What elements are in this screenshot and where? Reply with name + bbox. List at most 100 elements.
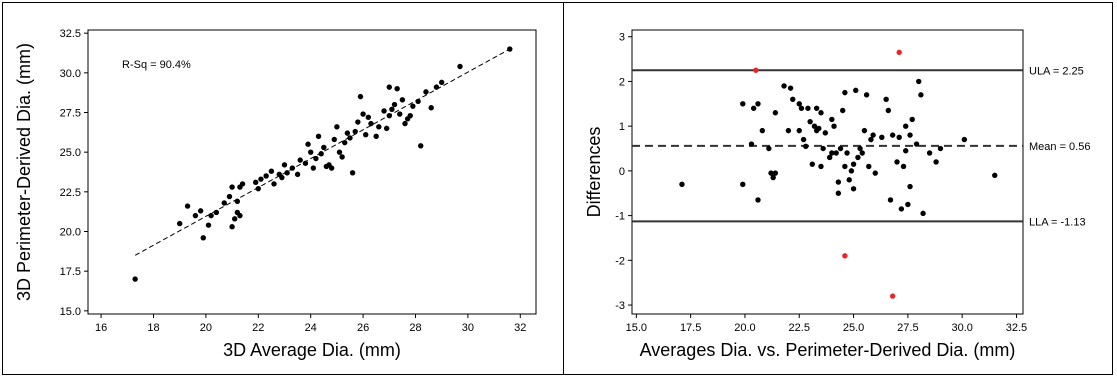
data-point: [826, 154, 833, 161]
data-point: [740, 181, 746, 187]
outlier-point: [889, 293, 896, 299]
x-tick-label: 22.5: [789, 322, 810, 334]
x-tick-label: 32: [514, 322, 526, 334]
outlier-point: [896, 49, 902, 56]
data-point: [402, 120, 408, 127]
data-point: [820, 145, 826, 152]
data-point: [879, 134, 885, 141]
x-tick-label: 20: [200, 322, 212, 334]
data-point: [438, 79, 445, 86]
data-point: [315, 133, 322, 140]
chart-1: 16 18 20 22 24 26 28 30 32 15.0 17.5 20.0 22.5 25.0 27…: [14, 28, 537, 360]
data-point: [796, 101, 802, 107]
data-point: [853, 87, 859, 94]
data-point: [363, 132, 369, 138]
data-point: [813, 105, 820, 111]
data-point: [937, 145, 944, 152]
x-tick-label: 17.5: [680, 322, 701, 334]
y-tick-label: 32.5: [60, 28, 81, 40]
plot-frame: [87, 29, 537, 315]
data-point: [905, 201, 911, 208]
data-point: [284, 170, 290, 176]
data-point: [857, 145, 863, 152]
outlier-point: [753, 67, 759, 73]
data-point: [800, 136, 807, 143]
data-point: [229, 224, 235, 230]
data-point: [192, 212, 199, 219]
data-point: [433, 84, 440, 90]
data-point: [787, 85, 794, 91]
data-point: [360, 111, 366, 117]
y-axis-title: 3D Perimeter-Derived Dia. (mm): [14, 43, 34, 301]
data-point: [289, 165, 296, 171]
data-point: [768, 170, 774, 176]
data-point: [376, 124, 382, 130]
data-point: [347, 135, 353, 141]
data-point: [796, 127, 802, 134]
data-point: [846, 177, 852, 183]
data-point: [835, 190, 842, 196]
reference-line-label: LLA = -1.13: [1029, 216, 1086, 228]
data-point: [740, 101, 746, 107]
data-point: [842, 89, 848, 96]
data-point: [410, 103, 416, 109]
data-point: [861, 127, 868, 134]
data-point: [805, 105, 811, 111]
data-point: [822, 130, 829, 136]
data-point: [798, 105, 805, 111]
data-point: [807, 118, 813, 125]
data-point: [423, 89, 429, 95]
data-point: [811, 123, 818, 129]
data-point: [992, 172, 998, 179]
data-point: [176, 220, 183, 227]
data-point: [339, 154, 345, 160]
data-point: [352, 128, 358, 135]
x-tick-label: 32.5: [1006, 322, 1027, 334]
data-point: [457, 63, 463, 70]
data-point: [837, 145, 844, 152]
data-point: [896, 134, 902, 141]
data-point: [383, 125, 390, 132]
x-tick-label: 15.0: [626, 322, 647, 334]
panel-divider: [563, 2, 564, 375]
data-point: [900, 163, 907, 170]
y-tick-label: 1: [619, 121, 625, 133]
x-tick-label: 25.0: [843, 322, 864, 334]
data-point: [268, 168, 275, 174]
data-point: [349, 170, 356, 176]
y-tick-label: -2: [615, 255, 625, 267]
data-point: [829, 150, 835, 156]
chart-2: 15.0 17.5 20.0 22.5 25.0 27.5 30.0 32.5 -3 -2 -1 0 1…: [584, 29, 1090, 360]
outlier-point: [842, 253, 848, 259]
y-tick-label: 2: [619, 76, 625, 88]
data-point: [755, 197, 761, 203]
data-point: [755, 101, 761, 107]
data-point: [850, 186, 857, 192]
data-point: [894, 159, 900, 165]
data-point: [790, 96, 796, 103]
x-tick-label: 18: [147, 322, 159, 334]
reference-line-label: ULA = 2.25: [1029, 65, 1084, 77]
data-point: [258, 176, 264, 182]
y-tick-label: 17.5: [60, 266, 81, 278]
data-point: [310, 165, 317, 171]
data-point: [334, 124, 340, 130]
data-point: [833, 150, 839, 156]
data-point: [850, 161, 857, 167]
data-point: [355, 119, 361, 125]
data-point: [842, 163, 848, 170]
data-point: [381, 108, 387, 114]
data-point: [418, 143, 424, 149]
data-point: [407, 112, 413, 119]
data-point: [883, 96, 889, 103]
data-point: [307, 149, 314, 155]
data-point: [889, 132, 896, 138]
data-point: [872, 170, 878, 176]
data-point: [297, 157, 303, 163]
data-point: [907, 183, 913, 190]
data-point: [840, 107, 846, 114]
data-point: [281, 162, 288, 168]
y-tick-label: -3: [615, 300, 625, 312]
y-tick-label: 30.0: [60, 68, 81, 80]
